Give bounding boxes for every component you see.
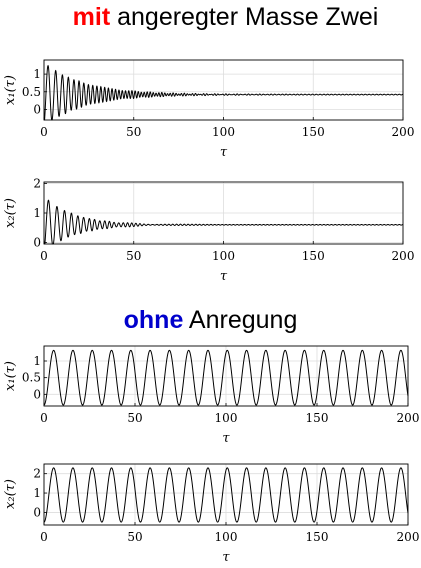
heading-excited: mit angeregter Masse Zwei (0, 3, 421, 32)
x-tick-label: 0 (40, 411, 48, 425)
x-axis-label: τ (220, 145, 228, 160)
x-tick-label: 150 (306, 530, 329, 544)
y-tick-label: 0 (33, 102, 41, 116)
y-tick-label: 1 (33, 486, 41, 500)
x-axis-label: τ (222, 431, 230, 446)
x-tick-label: 150 (302, 249, 325, 263)
y-axis-label: x₁(τ) (3, 75, 18, 105)
x-tick-label: 50 (126, 249, 141, 263)
y-axis-label: x₂(τ) (3, 198, 18, 228)
y-tick-label: 0 (33, 387, 41, 401)
series-line (43, 349, 409, 406)
x-tick-label: 200 (397, 411, 420, 425)
heading-highlight: ohne (123, 306, 184, 334)
chart-4: 0 50 100 150 200 0 1 2 τ x₂(τ) (3, 463, 420, 565)
y-tick-label: 2 (33, 176, 41, 190)
x-tick-label: 100 (215, 411, 238, 425)
x-tick-label: 150 (306, 411, 329, 425)
x-tick-label: 200 (392, 125, 415, 139)
heading-no-excitation: ohne Anregung (0, 306, 421, 335)
x-axis-label: τ (222, 550, 230, 565)
y-axis-label: x₁(τ) (3, 361, 18, 391)
chart-2: 0 50 100 150 200 0 1 2 τ x₂(τ) (3, 176, 414, 284)
x-tick-label: 100 (215, 530, 238, 544)
chart-3: 0 50 100 150 200 0 0.5 1 τ x₁(τ) (3, 345, 420, 446)
x-tick-label: 200 (392, 249, 415, 263)
x-tick-label: 100 (212, 125, 235, 139)
x-tick-label: 100 (212, 249, 235, 263)
x-tick-label: 50 (127, 530, 142, 544)
x-tick-label: 150 (302, 125, 325, 139)
series-line (43, 64, 404, 121)
x-tick-label: 200 (397, 530, 420, 544)
y-tick-label: 0 (33, 236, 41, 250)
heading-rest: angeregter Masse Zwei (117, 3, 379, 31)
y-tick-label: 2 (33, 467, 41, 481)
y-tick-label: 0.5 (22, 85, 41, 99)
x-tick-label: 0 (40, 125, 48, 139)
y-tick-label: 1 (33, 67, 41, 81)
series-line (43, 467, 409, 523)
heading-rest: Anregung (188, 306, 298, 334)
x-tick-label: 0 (40, 530, 48, 544)
series-line (44, 199, 404, 245)
y-tick-label: 1 (33, 354, 41, 368)
y-tick-label: 1 (33, 206, 41, 220)
chart-1: 0 50 100 150 200 0 0.5 1 τ x₁(τ) (3, 59, 415, 160)
y-tick-label: 0 (33, 505, 41, 519)
x-axis-label: τ (220, 269, 228, 284)
y-tick-label: 0.5 (22, 371, 41, 385)
heading-highlight: mit (72, 3, 111, 31)
x-tick-label: 0 (40, 249, 48, 263)
y-axis-label: x₂(τ) (3, 479, 18, 509)
x-tick-label: 50 (127, 411, 142, 425)
x-tick-label: 50 (126, 125, 141, 139)
